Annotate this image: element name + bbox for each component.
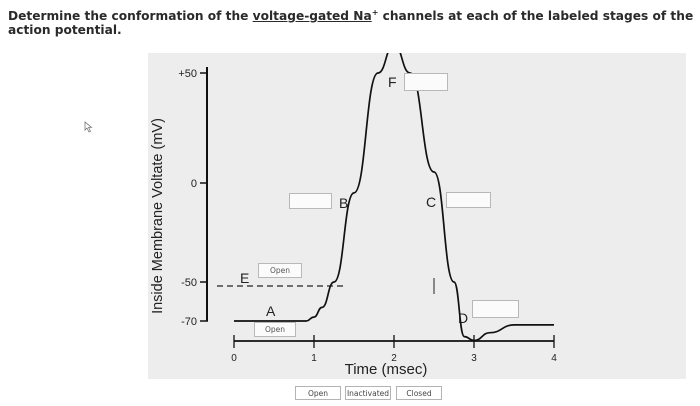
x-tick-label: 0 bbox=[231, 353, 237, 364]
y-tick-label: -70 bbox=[181, 316, 197, 328]
na-superscript: + bbox=[371, 8, 379, 17]
x-tick-label: 3 bbox=[471, 353, 477, 364]
y-tick-label: +50 bbox=[178, 68, 197, 80]
x-axis-label: Time (msec) bbox=[345, 361, 428, 378]
answer-chip-inactivated[interactable]: Inactivated bbox=[345, 386, 391, 400]
action-potential-curve bbox=[234, 53, 554, 342]
x-tick-label: 1 bbox=[311, 353, 317, 364]
answer-box-a[interactable]: Open bbox=[254, 322, 296, 337]
stage-label-c: C bbox=[426, 194, 436, 210]
action-potential-chart: Inside Membrane Voltate (mV) E A B F C D… bbox=[150, 53, 557, 378]
stage-label-e: E bbox=[240, 270, 249, 286]
stage-label-a: A bbox=[266, 303, 276, 319]
y-axis-label: Inside Membrane Voltate (mV) bbox=[150, 118, 166, 314]
action-potential-figure: Inside Membrane Voltate (mV) E A B F C D… bbox=[148, 53, 686, 400]
voltage-gated-na-term: voltage-gated Na bbox=[252, 9, 372, 24]
answer-box-b[interactable] bbox=[289, 193, 332, 209]
stage-label-d: D bbox=[458, 310, 468, 326]
stage-label-b: B bbox=[339, 195, 348, 211]
answer-chip-closed[interactable]: Closed bbox=[396, 386, 442, 400]
answer-box-f[interactable] bbox=[404, 73, 448, 91]
answer-box-e[interactable]: Open bbox=[258, 263, 302, 278]
question-text-end: channels at each of the labeled stages o… bbox=[8, 9, 694, 38]
x-tick-label: 4 bbox=[551, 353, 557, 364]
mouse-pointer-icon bbox=[84, 121, 93, 133]
question-text-start: Determine the conformation of the bbox=[8, 9, 253, 24]
answer-chip-open[interactable]: Open bbox=[295, 386, 341, 400]
answer-box-c[interactable] bbox=[446, 192, 491, 208]
y-tick-label: 0 bbox=[191, 178, 197, 190]
stage-label-f: F bbox=[388, 74, 397, 90]
y-tick-label: -50 bbox=[181, 277, 197, 289]
question-text: Determine the conformation of the voltag… bbox=[8, 6, 698, 37]
answer-box-d[interactable] bbox=[472, 300, 519, 318]
x-tick-label: 2 bbox=[391, 353, 397, 364]
